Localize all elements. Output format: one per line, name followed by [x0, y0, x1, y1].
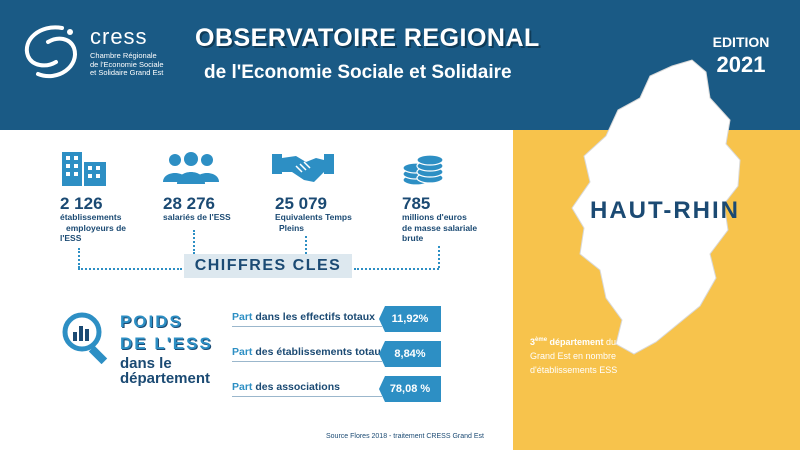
- connector-line: [438, 246, 440, 268]
- poids-title-line: POIDS: [120, 312, 183, 331]
- poids-title-line: DE L'ESS: [120, 334, 213, 353]
- poids-title: POIDS DE L'ESS: [120, 311, 213, 355]
- kpi-label-line: établissements: [60, 212, 122, 222]
- magnifier-chart-icon: [62, 312, 108, 364]
- rank-bold: département: [547, 337, 604, 347]
- connector-line: [305, 236, 307, 254]
- kpi-label-line: employeurs de: [66, 222, 126, 233]
- rank-suffix: ème: [535, 337, 548, 343]
- poids-row-label: Part dans les effectifs totaux: [232, 311, 375, 323]
- rank-text: d'établissements ESS: [530, 365, 618, 375]
- row-underline: [232, 326, 382, 327]
- kpi-value: 28 276: [163, 194, 215, 213]
- kpi-label: salariés de l'ESS: [163, 212, 263, 223]
- kpi-value: 25 079: [275, 194, 327, 213]
- source-note: Source Flores 2018 - traitement CRESS Gr…: [326, 433, 484, 440]
- buildings-icon: [62, 152, 106, 186]
- kpi-label: Equivalents Temps Pleins: [275, 212, 375, 233]
- rank-number: 3: [530, 337, 536, 347]
- kpi-label-line: Pleins: [279, 222, 305, 233]
- row-underline: [232, 361, 382, 362]
- logo-subtitle-line: Chambre Régionale: [90, 51, 157, 60]
- row-underline: [232, 396, 382, 397]
- haut-rhin-map-icon: [571, 59, 741, 355]
- row-label-text: dans les effectifs totaux: [252, 311, 375, 323]
- poids-value-badge: 78,08 %: [379, 376, 441, 402]
- edition-label: EDITION: [712, 34, 770, 50]
- logo-subtitle-line: de l'Economie Sociale: [90, 59, 164, 69]
- rank-text: du: [603, 337, 617, 347]
- kpi-label: millions d'euros de masse salariale brut…: [402, 212, 502, 244]
- poids-subtitle: dans le département: [120, 356, 230, 386]
- kpi-value: 785: [402, 194, 431, 213]
- connector-line: [78, 248, 80, 268]
- row-label-text: des établissements totaux: [252, 346, 387, 358]
- region-name: HAUT-RHIN: [590, 197, 740, 224]
- cress-logo: cress Chambre Régionale de l'Economie So…: [18, 22, 193, 92]
- kpi-label-line: l'ESS: [60, 233, 82, 243]
- kpi-value: 2 126: [60, 194, 103, 213]
- logo-subtitle: Chambre Régionale de l'Economie Sociale …: [90, 51, 200, 78]
- page-subtitle: de l'Economie Sociale et Solidaire: [204, 62, 512, 83]
- poids-value: 78,08 %: [389, 383, 431, 395]
- poids-subtitle-line: département: [120, 370, 211, 387]
- coins-stack-icon: [402, 154, 444, 186]
- logo-subtitle-line: et Solidaire Grand Est: [90, 68, 164, 77]
- badge-arrow-shape: [379, 376, 441, 402]
- poids-row-label: Part des établissements totaux: [232, 346, 387, 358]
- poids-value: 11,92%: [391, 313, 429, 325]
- people-group-icon: [163, 152, 219, 184]
- kpi-label: établissements employeurs de l'ESS: [60, 212, 140, 244]
- kpi-label-line: Equivalents Temps: [275, 212, 352, 222]
- cress-swirl-icon: [24, 25, 77, 79]
- header-band: cress Chambre Régionale de l'Economie So…: [0, 0, 800, 130]
- badge-arrow-shape: [379, 306, 441, 332]
- poids-value: 8,84%: [394, 348, 426, 360]
- kpi-label-line: millions d'euros: [402, 212, 467, 222]
- row-prefix: Part: [232, 311, 253, 323]
- logo-name: cress: [90, 24, 148, 49]
- connector-line: [78, 268, 182, 270]
- handshake-icon: [272, 154, 334, 182]
- poids-value-badge: 11,92%: [379, 306, 441, 332]
- poids-value-badge: 8,84%: [379, 341, 441, 367]
- poids-row-label: Part des associations: [232, 381, 340, 393]
- row-prefix: Part: [232, 381, 253, 393]
- page-title: OBSERVATOIRE REGIONAL: [195, 24, 540, 52]
- connector-line: [193, 230, 195, 254]
- row-prefix: Part: [232, 346, 253, 358]
- region-rank-text: 3ème département du Grand Est en nombre …: [530, 333, 680, 377]
- edition-year: 2021: [716, 52, 766, 77]
- kpi-label-line: de masse salariale: [402, 222, 478, 233]
- poids-subtitle-line: dans le: [120, 355, 172, 372]
- row-label-text: des associations: [252, 381, 340, 393]
- badge-arrow-shape: [379, 341, 441, 367]
- connector-line: [354, 268, 439, 270]
- chiffres-cles-label: CHIFFRES CLES: [184, 254, 352, 278]
- rank-text: Grand Est en nombre: [530, 351, 617, 361]
- kpi-label-line: brute: [402, 233, 424, 243]
- kpi-label-line: salariés de l'ESS: [163, 212, 231, 222]
